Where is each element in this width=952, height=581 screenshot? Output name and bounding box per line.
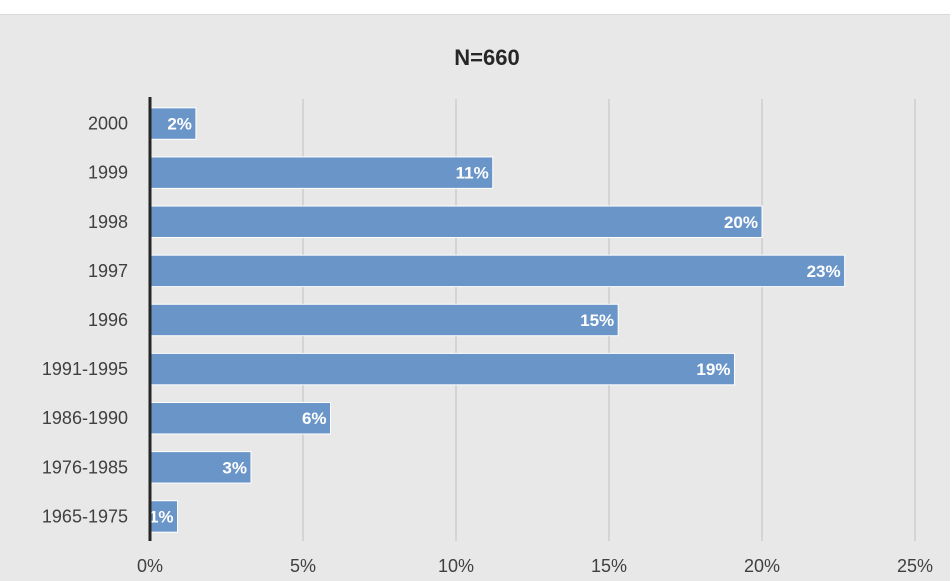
bar [149,303,619,337]
y-tick-label: 1965-1975 [42,506,128,526]
y-tick-label: 1986-1990 [42,408,128,428]
x-tick-label: 5% [290,556,316,576]
y-tick-label: 2000 [88,114,128,134]
data-labels: 2% 11% 20% 23% 15% 19% 6% 3% 1% [149,115,841,527]
x-tick-label: 0% [137,556,163,576]
y-tick-label: 1976-1985 [42,457,128,477]
bar [149,500,179,533]
data-label: 1% [149,507,174,526]
y-tick-label: 1991-1995 [42,359,128,379]
data-label: 6% [302,409,327,428]
x-tick-label: 10% [438,556,474,576]
bar [149,254,846,288]
chart-frame: N=660 2% 11% 20% 23% 15% 19% 6% 3% 1% 2000 1999 19… [0,14,950,581]
chart-title: N=660 [454,45,519,70]
x-tick-label: 25% [897,556,933,576]
y-tick-label: 1998 [88,212,128,232]
y-axis-tick-labels: 2000 1999 1998 1997 1996 1991-1995 1986-1990 19… [42,114,128,527]
data-label: 19% [696,360,730,379]
data-label: 23% [807,262,841,281]
data-label: 11% [456,164,489,183]
y-tick-label: 1996 [88,310,128,330]
bars [149,107,846,533]
bar-chart: N=660 2% 11% 20% 23% 15% 19% 6% 3% 1% 2000 1999 19… [42,45,933,576]
data-label: 3% [222,458,247,477]
bar [149,107,197,140]
y-tick-label: 1997 [88,261,128,281]
x-tick-label: 15% [591,556,627,576]
y-tick-label: 1999 [88,163,128,183]
bar [149,451,252,484]
data-label: 20% [724,213,758,232]
data-label: 15% [580,311,614,330]
x-axis-tick-labels: 0% 5% 10% 15% 20% 25% [137,556,933,576]
data-label: 2% [167,115,192,134]
bar [149,352,735,386]
bar [149,205,763,238]
x-tick-label: 20% [744,556,780,576]
bar [149,156,494,189]
